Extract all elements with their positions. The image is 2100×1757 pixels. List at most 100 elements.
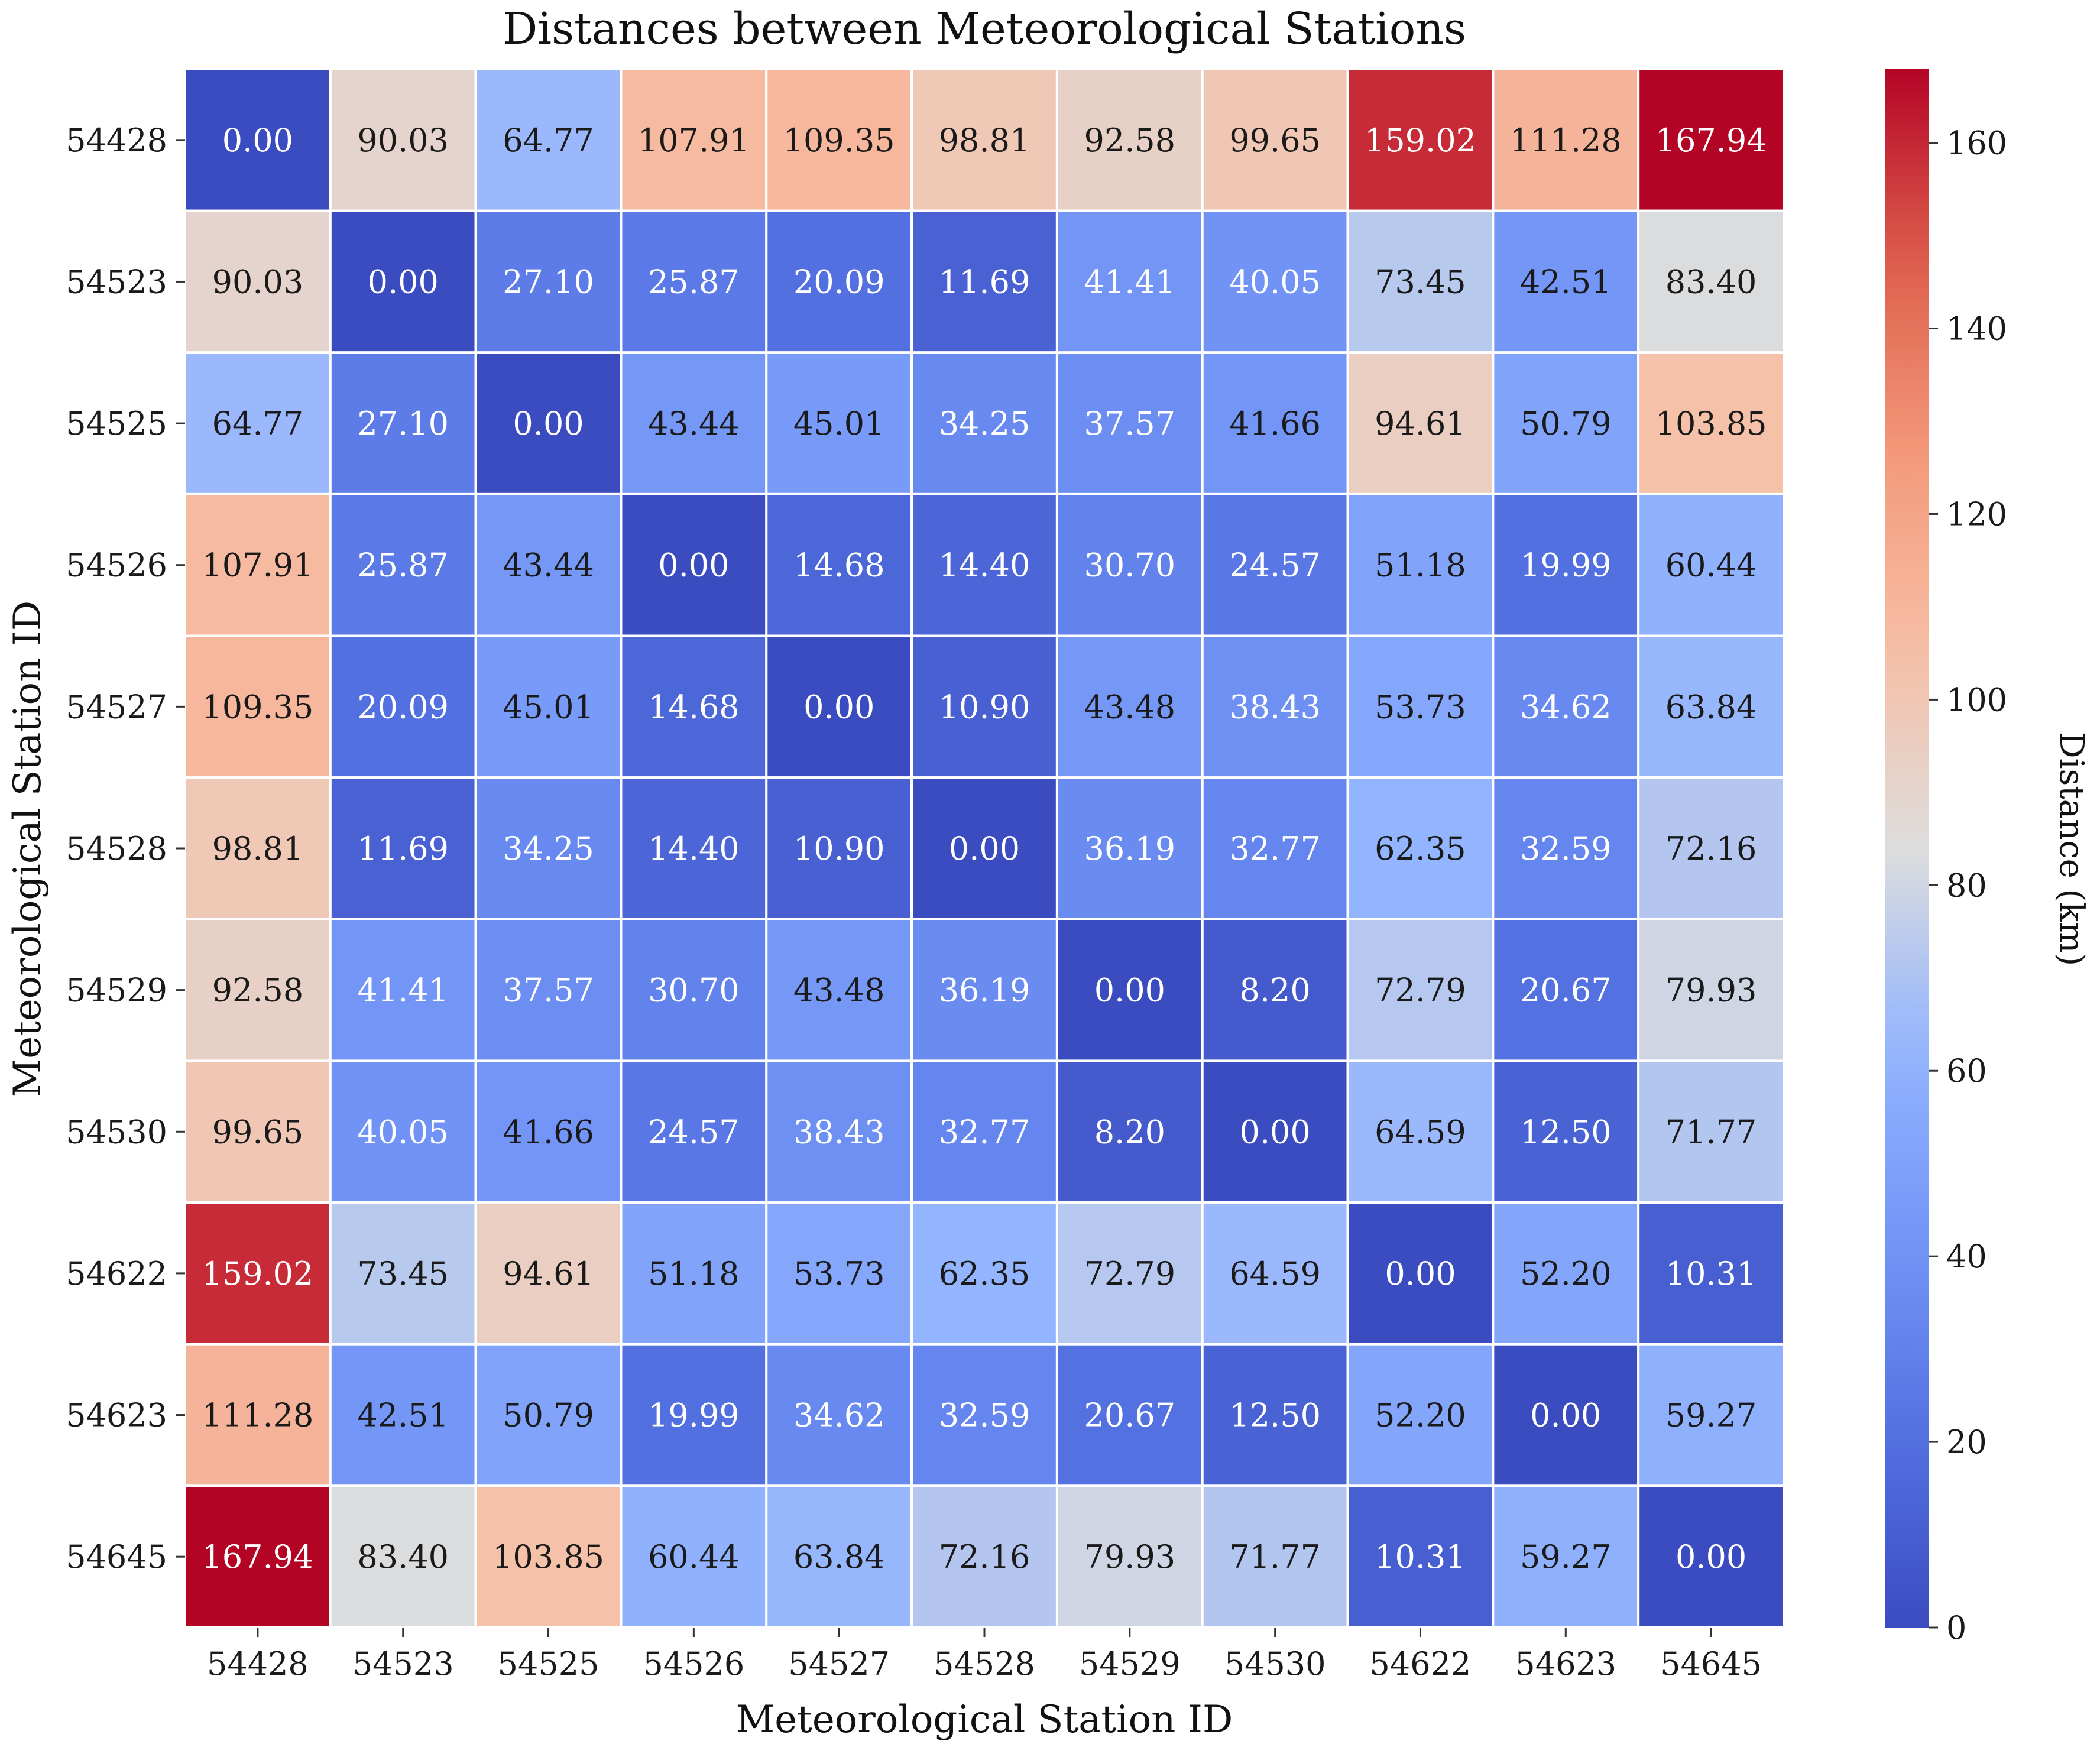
cell-value-label: 36.19 [939,972,1030,1009]
colorbar-tick-label: 80 [1946,867,1987,904]
cell-value-label: 111.28 [1510,122,1622,159]
cell-value-label: 71.77 [1229,1538,1321,1576]
heatmap-cell [184,634,332,779]
cell-value-label: 30.70 [1084,547,1176,584]
heatmap-cell [1492,634,1640,779]
heatmap-cell [1492,1484,1640,1629]
heatmap-cell [329,68,477,212]
x-axis-title: Meteorological Station ID [736,1698,1233,1742]
cell-value-label: 51.18 [648,1255,740,1292]
colorbar-title: Distance (km) [2052,732,2091,967]
cell-value-label: 10.31 [1665,1255,1757,1292]
cell-value-label: 167.94 [202,1538,313,1576]
heatmap-cell [1201,1201,1349,1346]
cell-value-label: 64.59 [1375,1113,1466,1150]
heatmap-cell [184,351,332,495]
cell-value-label: 24.57 [648,1113,740,1150]
cell-value-label: 103.85 [1655,405,1767,442]
x-tick-label: 54530 [1224,1645,1326,1683]
heatmap-cell [474,351,623,495]
cell-value-label: 43.44 [648,405,740,442]
heatmap-cell [1201,209,1349,354]
cell-value-label: 42.51 [1520,263,1612,300]
heatmap-cell [184,209,332,354]
cell-value-label: 27.10 [503,263,594,300]
cell-value-label: 52.20 [1520,1255,1612,1292]
x-tick-label: 54428 [207,1645,309,1683]
heatmap-cell [765,1484,913,1629]
cell-value-label: 38.43 [793,1113,885,1150]
colorbar-tick-label: 140 [1946,310,2007,348]
cell-value-label: 41.41 [1084,263,1176,300]
cell-value-label: 52.20 [1375,1397,1466,1434]
cell-value-label: 32.59 [939,1397,1030,1434]
heatmap-cell [765,1343,913,1487]
colorbar-ticks: 0 20 40 60 80 100 120 140 160 [1929,125,2007,1646]
heatmap-cell [474,1484,623,1629]
heatmap-cell [765,1059,913,1204]
cell-value-label: 73.45 [1375,263,1466,300]
heatmap-cell [1201,918,1349,1062]
cell-value-label: 25.87 [648,263,740,300]
cell-value-label: 79.93 [1084,1538,1176,1576]
y-axis-title: Meteorological Station ID [6,601,50,1098]
x-tick-label: 54525 [498,1645,599,1683]
heatmap-cell [1346,634,1495,779]
heatmap-cell [1492,209,1640,354]
cell-value-label: 109.35 [783,122,895,159]
y-tick-label: 54428 [66,122,167,159]
heatmap-cell [910,1059,1058,1204]
heatmap-cell [1346,918,1495,1062]
heatmap-cell [1637,351,1785,495]
cell-value-label: 50.79 [1520,405,1612,442]
cell-value-label: 34.25 [939,405,1030,442]
cell-value-label: 72.16 [1665,830,1757,867]
cell-value-label: 0.00 [803,688,874,725]
heatmap-cell [910,634,1058,779]
x-tick-label: 54529 [1079,1645,1181,1683]
heatmap-cell [1492,1201,1640,1346]
heatmap-cell [329,918,477,1062]
cell-value-label: 59.27 [1665,1397,1757,1434]
heatmap-cell [765,634,913,779]
heatmap-cell [910,1484,1058,1629]
heatmap-cell [1637,209,1785,354]
cell-value-label: 107.91 [202,547,313,584]
colorbar-tick-label: 120 [1946,495,2007,533]
cell-value-label: 107.91 [638,122,750,159]
y-tick-label: 54623 [66,1397,167,1434]
x-tick-label: 54528 [934,1645,1035,1683]
heatmap-cell [620,918,768,1062]
cell-value-label: 159.02 [202,1255,313,1292]
cell-value-label: 63.84 [1665,688,1757,725]
cell-value-label: 0.00 [1676,1538,1746,1576]
x-tick-label: 54622 [1370,1645,1472,1683]
cell-value-label: 62.35 [1375,830,1466,867]
heatmap-cell [765,351,913,495]
cell-value-label: 0.00 [1385,1255,1456,1292]
heatmap-cell [1492,1059,1640,1204]
x-tick-label: 54645 [1660,1645,1762,1683]
cell-value-label: 83.40 [1665,263,1757,300]
heatmap-cell [1055,918,1204,1062]
cell-value-label: 45.01 [503,688,594,725]
heatmap-cell [910,492,1058,637]
cell-value-label: 111.28 [202,1397,313,1434]
heatmap-cell [1637,634,1785,779]
heatmap-cell [1201,1059,1349,1204]
cell-value-label: 159.02 [1365,122,1476,159]
cell-value-label: 43.48 [1084,688,1176,725]
cell-value-label: 90.03 [357,122,449,159]
heatmap-cell [184,1201,332,1346]
cell-value-label: 167.94 [1655,122,1767,159]
cell-value-label: 30.70 [648,972,740,1009]
cell-value-label: 43.48 [793,972,885,1009]
heatmap-cell [184,776,332,920]
cell-value-label: 32.77 [939,1113,1030,1150]
heatmap-cell [474,1201,623,1346]
colorbar-tick-label: 100 [1946,681,2007,718]
cell-value-label: 36.19 [1084,830,1176,867]
y-tick-label: 54622 [66,1255,167,1292]
cell-value-label: 34.62 [1520,688,1612,725]
heatmap-cell [1201,1484,1349,1629]
